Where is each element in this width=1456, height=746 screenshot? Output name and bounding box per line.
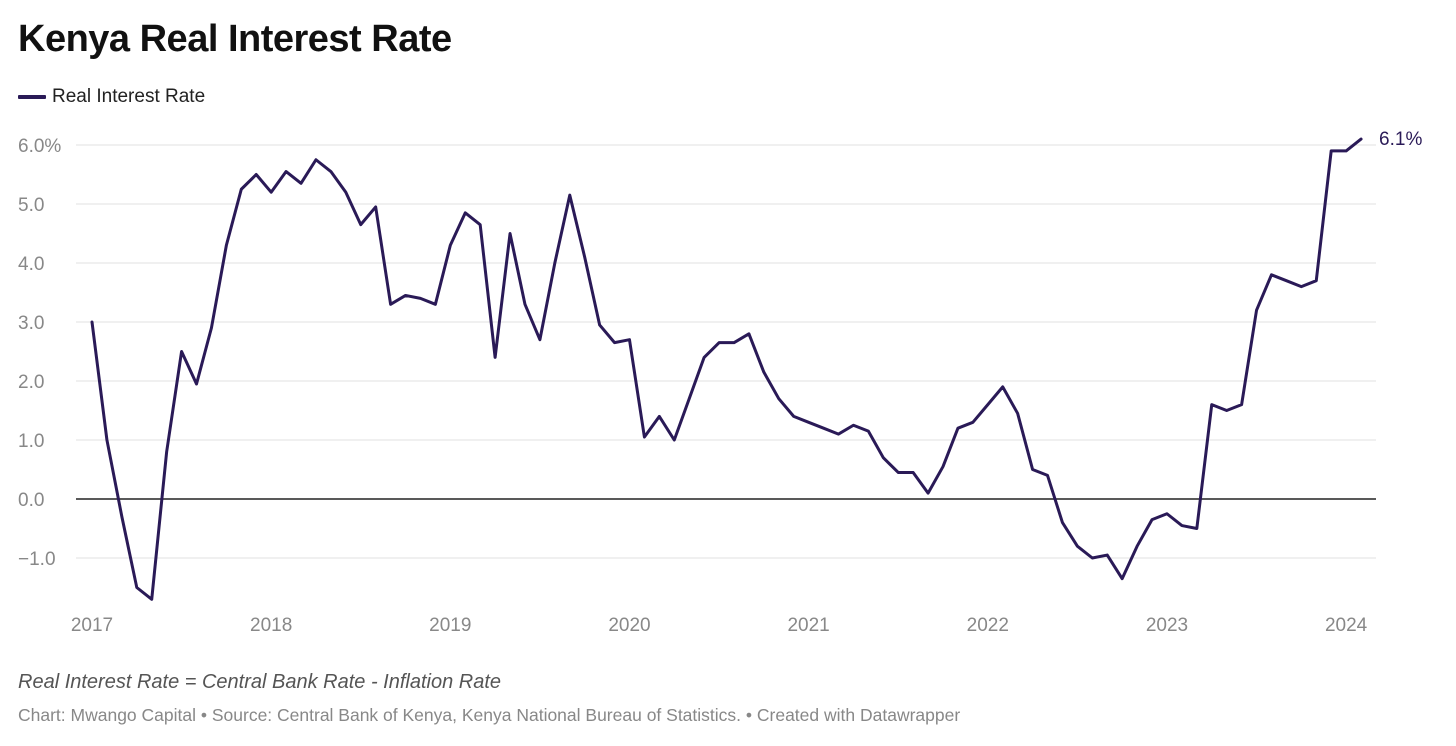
chart-title: Kenya Real Interest Rate xyxy=(18,18,452,60)
y-tick-label: 3.0 xyxy=(18,313,44,334)
y-tick-label: 0.0 xyxy=(18,490,44,511)
chart-note: Real Interest Rate = Central Bank Rate -… xyxy=(18,671,502,693)
end-value-label: 6.1% xyxy=(1379,129,1422,150)
y-tick-label: −1.0 xyxy=(18,549,56,570)
y-tick-label: 6.0% xyxy=(18,136,61,157)
y-tick-label: 5.0 xyxy=(18,195,44,216)
y-tick-label: 2.0 xyxy=(18,372,44,393)
x-tick-label: 2019 xyxy=(429,615,471,636)
y-axis-labels: 6.0% 5.0 4.0 3.0 2.0 1.0 0.0 −1.0 xyxy=(18,136,61,570)
x-tick-label: 2023 xyxy=(1146,615,1188,636)
x-tick-label: 2024 xyxy=(1325,615,1368,636)
y-tick-label: 4.0 xyxy=(18,254,44,275)
x-tick-label: 2020 xyxy=(608,615,650,636)
legend: Real Interest Rate xyxy=(18,86,205,108)
x-tick-label: 2021 xyxy=(787,615,829,636)
chart-footer: Chart: Mwango Capital • Source: Central … xyxy=(18,705,961,725)
y-tick-label: 1.0 xyxy=(18,431,44,452)
x-tick-label: 2022 xyxy=(967,615,1009,636)
x-tick-label: 2018 xyxy=(250,615,292,636)
x-tick-label: 2017 xyxy=(71,615,113,636)
series-line-real-interest-rate xyxy=(90,137,1363,601)
x-axis-labels: 2017 2018 2019 2020 2021 2022 2023 2024 xyxy=(71,615,1368,636)
line-chart: 6.0%5.04.03.02.01.00.0−1.0 2017 2018 2019 2… xyxy=(18,129,1422,636)
legend-swatch xyxy=(18,95,46,99)
series-layer: 6.1% xyxy=(90,129,1422,601)
legend-label: Real Interest Rate xyxy=(52,86,206,107)
gridlines xyxy=(76,144,1376,559)
